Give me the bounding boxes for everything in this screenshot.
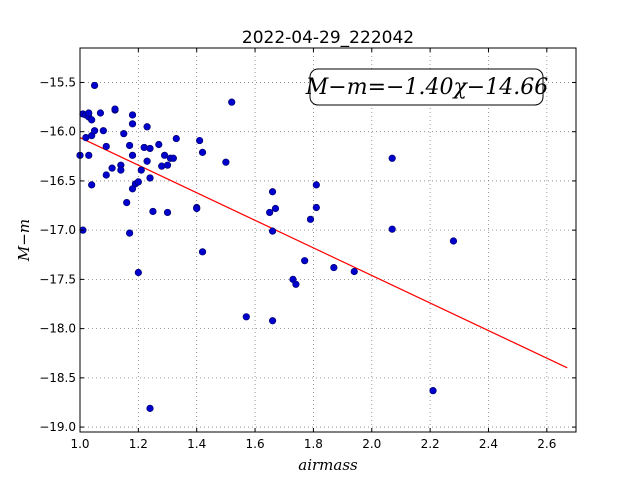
data-point [134,268,142,277]
data-point [193,204,201,213]
data-point [146,144,154,153]
data-point [222,158,230,166]
plot-frame [79,47,577,433]
data-point [143,123,151,131]
data-point [96,109,105,117]
data-point [163,161,172,169]
data-point [88,181,96,189]
data-point [350,267,358,276]
y-axis-label: M−m [15,219,33,262]
y-tick-label: −16.0 [39,125,76,139]
y-tick-label: −17.5 [39,272,76,286]
data-point [271,204,280,213]
data-point [123,198,131,207]
data-point [126,141,134,150]
data-point [169,154,177,162]
y-tick-label: −19.0 [39,420,76,434]
data-point [330,263,338,272]
y-tick-label: −18.5 [39,371,76,385]
data-point [388,225,396,233]
x-axis-label: airmass [298,456,358,474]
data-point [449,237,458,245]
data-point [155,140,163,149]
data-point [90,127,99,135]
data-point [158,162,166,170]
data-point [268,227,277,235]
data-point [196,136,204,145]
chart-title: 2022-04-29_222042 [242,28,414,48]
data-point [128,151,137,159]
y-tick-label: −16.5 [39,174,76,188]
data-point [292,280,300,288]
data-point [228,98,236,106]
fit-line [79,137,568,369]
data-point [198,148,207,156]
data-point [90,81,99,90]
data-point [126,229,134,237]
plot-background [80,48,576,432]
x-tick-label: 1.6 [246,437,265,451]
data-point [306,215,315,223]
data-point [163,208,172,217]
x-tick-label: 2.0 [362,437,381,451]
data-point [268,317,277,325]
data-point [102,142,110,151]
data-point [146,174,154,182]
data-point [102,171,110,179]
data-point [99,127,107,135]
x-tick-label: 2.6 [537,437,556,451]
data-point [312,181,320,189]
data-point [149,207,157,216]
data-point [161,151,169,159]
data-point [146,404,154,412]
data-point [85,109,93,117]
axis-ticks: 1.0 1.2 1.4 1.6 1.8 2.0 2.2 2.4 2.6 −15.5 −16.0 −16… [39,48,576,451]
data-point [111,105,119,113]
x-tick-label: 2.2 [421,437,440,451]
fit-annotation-box [309,68,544,106]
y-tick-label: −18.0 [39,322,76,336]
data-point [85,151,93,159]
x-tick-label: 2.4 [479,437,498,451]
x-tick-label: 1.2 [129,437,148,451]
x-tick-label: 1.8 [304,437,323,451]
data-point [312,203,320,212]
data-point [128,111,137,119]
data-point [301,257,309,265]
y-tick-label: −15.5 [39,75,76,89]
data-point [172,134,180,143]
data-point [143,157,151,165]
fit-line-group [79,137,568,369]
data-points [76,81,458,412]
data-point [266,208,274,217]
data-point [128,120,137,128]
y-tick-label: −17.0 [39,223,76,237]
data-point [242,313,250,321]
data-point [429,387,437,395]
data-point [134,178,142,186]
data-point [388,154,396,162]
data-point [137,166,145,174]
data-point [120,130,128,138]
x-tick-label: 1.0 [70,437,89,451]
x-tick-label: 1.4 [187,437,206,451]
fit-annotation: M−m=−1.40χ−14.66 [305,68,548,106]
fit-annotation-text: M−m=−1.40χ−14.66 [305,75,548,100]
data-point [268,188,277,196]
data-point [140,143,148,152]
data-point [108,164,116,172]
data-point [88,116,96,124]
data-point [198,248,207,256]
data-point [117,166,125,174]
